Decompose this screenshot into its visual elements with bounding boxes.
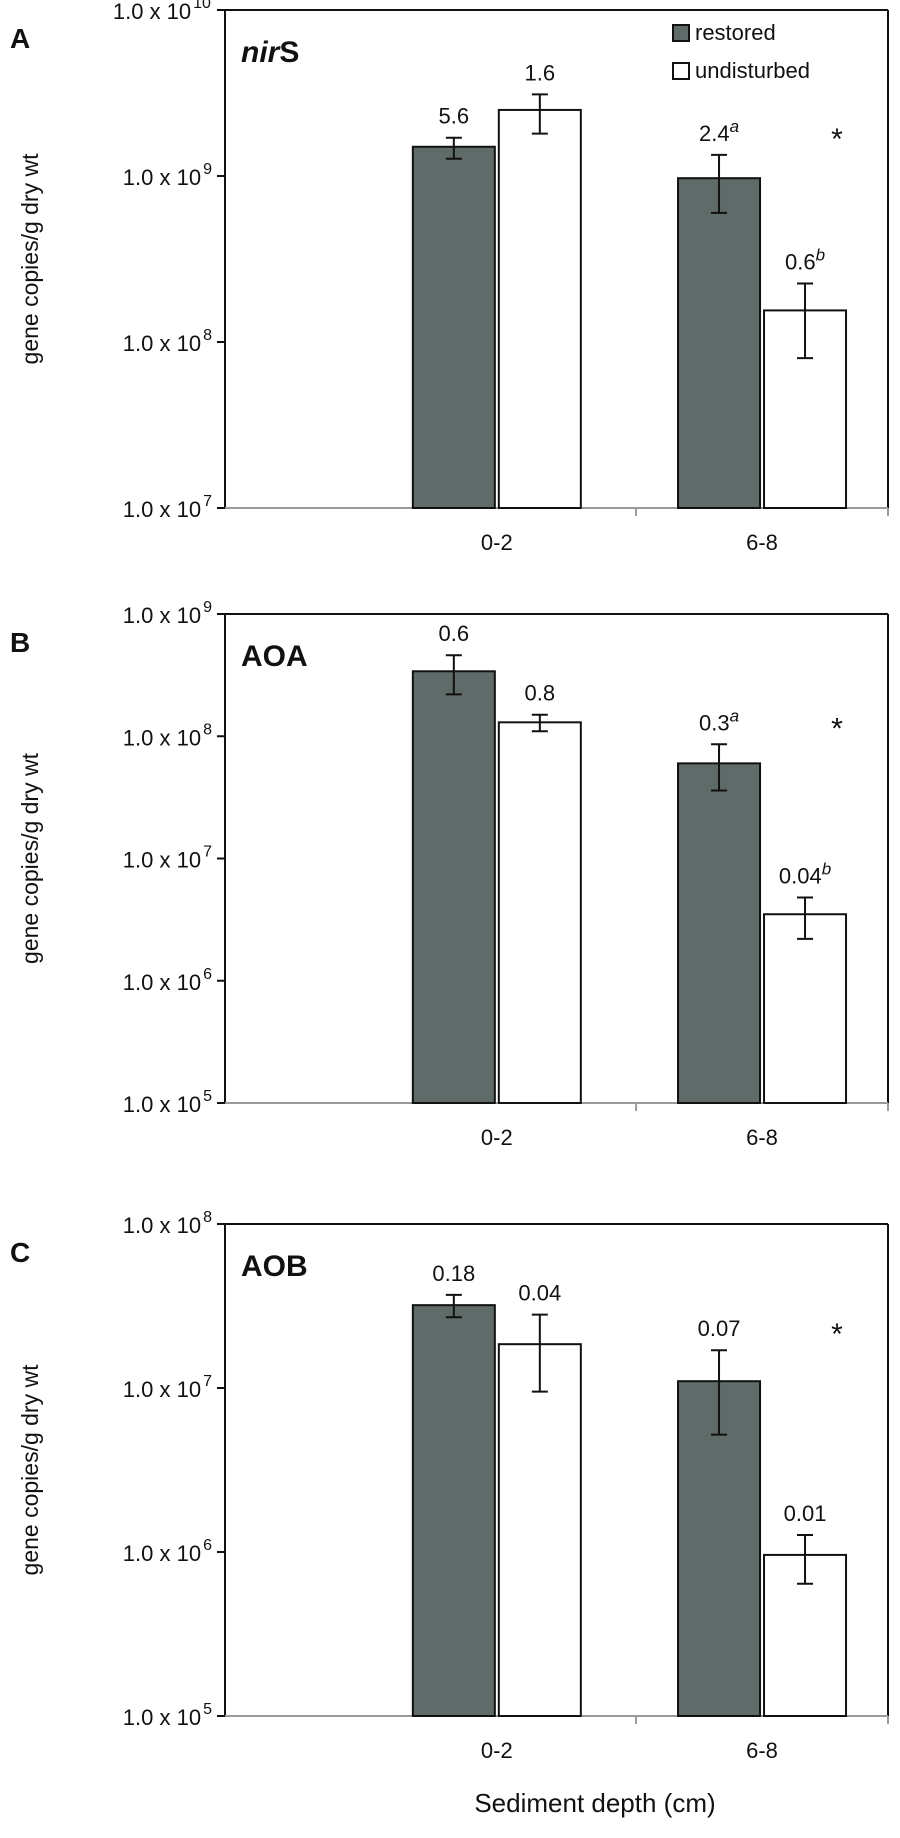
y-tick-label: 1.0 x 10 7 xyxy=(123,493,212,522)
y-tick-exponent: 5 xyxy=(203,1701,212,1718)
significance-marker: * xyxy=(831,712,843,745)
y-tick-label: 1.0 x 10 5 xyxy=(123,1088,212,1117)
y-tick-exponent: 7 xyxy=(203,844,212,861)
bar-undisturbed-0-2 xyxy=(497,108,582,509)
y-tick-label: 1.0 x 10 6 xyxy=(123,1537,212,1566)
x-tick-label: 0-2 xyxy=(481,1125,513,1150)
y-tick-exponent: 8 xyxy=(203,327,212,344)
data-label: 0.18 xyxy=(432,1261,475,1286)
y-tick-label: 1.0 x 10 6 xyxy=(123,966,212,995)
panel-title-italic: nir xyxy=(241,36,282,69)
y-axis-label: gene copies/g dry wt xyxy=(17,1364,43,1576)
bar-restored-6-8 xyxy=(677,1380,762,1717)
legend-swatch-undisturbed xyxy=(672,62,690,80)
x-tick-label: 6-8 xyxy=(746,1738,778,1763)
data-label: 2.4a xyxy=(699,117,739,146)
y-tick-exponent: 5 xyxy=(203,1088,212,1105)
chart-panel-c: C 1.0 x 10 5 1.0 x 10 6 1.0 x 10 7 1.0 x 10 8 0-2… xyxy=(10,1209,889,1763)
bar-undisturbed-0-2 xyxy=(497,1343,582,1717)
panel-title-plain: S xyxy=(279,36,299,69)
data-label: 1.6 xyxy=(525,60,556,85)
panel-letter: B xyxy=(10,627,30,658)
significance-marker: * xyxy=(831,1318,843,1351)
data-label: 0.6 xyxy=(439,621,470,646)
y-tick-exponent: 9 xyxy=(203,161,212,178)
chart-panel-b: B 1.0 x 10 5 1.0 x 10 6 1.0 x 10 7 1.0 x 10 8 1.0… xyxy=(10,599,889,1150)
chart-panel-a: A 1.0 x 10 7 1.0 x 10 8 1.0 x 10 9 1.0 x 10 10 0-… xyxy=(10,0,889,555)
y-tick-exponent: 7 xyxy=(203,493,212,510)
shared-x-axis-label: Sediment depth (cm) xyxy=(474,1788,715,1818)
data-label: 0.3a xyxy=(699,706,739,735)
significance-marker: * xyxy=(831,123,843,156)
y-tick-exponent: 8 xyxy=(203,1209,212,1226)
panel-title: AOB xyxy=(241,1250,308,1283)
bar-restored-0-2 xyxy=(411,670,496,1104)
data-label-superscript: a xyxy=(730,117,739,136)
bar-undisturbed-0-2 xyxy=(497,721,582,1104)
y-tick-label: 1.0 x 10 10 xyxy=(113,0,211,24)
legend-label-undisturbed: undisturbed xyxy=(695,58,810,83)
y-tick-label: 1.0 x 10 9 xyxy=(123,599,212,628)
data-label: 0.04b xyxy=(779,859,831,888)
panel-title: nirS xyxy=(241,36,299,69)
data-label: 0.6b xyxy=(785,246,825,275)
panel-title: AOA xyxy=(241,640,308,673)
data-label-superscript: b xyxy=(816,246,825,265)
y-tick-label: 1.0 x 10 8 xyxy=(123,721,212,750)
bar-restored-6-8 xyxy=(677,762,762,1105)
y-tick-label: 1.0 x 10 8 xyxy=(123,1209,212,1238)
legend: restored undisturbed xyxy=(672,20,810,83)
y-tick-exponent: 7 xyxy=(203,1373,212,1390)
y-tick-label: 1.0 x 10 7 xyxy=(123,1373,212,1402)
y-tick-exponent: 9 xyxy=(203,599,212,616)
y-tick-label: 1.0 x 10 9 xyxy=(123,161,212,190)
panel-letter: C xyxy=(10,1237,30,1268)
x-tick-label: 6-8 xyxy=(746,530,778,555)
bar-restored-6-8 xyxy=(677,177,762,509)
x-tick-label: 6-8 xyxy=(746,1125,778,1150)
data-label-superscript: b xyxy=(822,859,831,878)
panel-letter: A xyxy=(10,23,30,54)
y-tick-label: 1.0 x 10 8 xyxy=(123,327,212,356)
legend-label-restored: restored xyxy=(695,20,776,45)
data-label: 0.04 xyxy=(518,1281,561,1306)
x-tick-label: 0-2 xyxy=(481,530,513,555)
y-tick-exponent: 6 xyxy=(203,966,212,983)
y-tick-exponent: 10 xyxy=(193,0,211,12)
legend-swatch-restored xyxy=(672,24,690,42)
data-label: 0.8 xyxy=(525,681,556,706)
y-tick-exponent: 6 xyxy=(203,1537,212,1554)
bar-restored-0-2 xyxy=(411,145,496,509)
data-label: 5.6 xyxy=(439,104,470,129)
y-axis-label: gene copies/g dry wt xyxy=(17,153,43,365)
data-label: 0.01 xyxy=(784,1501,827,1526)
data-label-superscript: a xyxy=(730,706,739,725)
y-axis-label: gene copies/g dry wt xyxy=(17,752,43,964)
x-tick-label: 0-2 xyxy=(481,1738,513,1763)
y-tick-label: 1.0 x 10 5 xyxy=(123,1701,212,1730)
bar-restored-0-2 xyxy=(411,1304,496,1717)
y-tick-exponent: 8 xyxy=(203,721,212,738)
bar-undisturbed-6-8 xyxy=(763,913,848,1104)
data-label: 0.07 xyxy=(698,1316,741,1341)
y-tick-label: 1.0 x 10 7 xyxy=(123,844,212,873)
